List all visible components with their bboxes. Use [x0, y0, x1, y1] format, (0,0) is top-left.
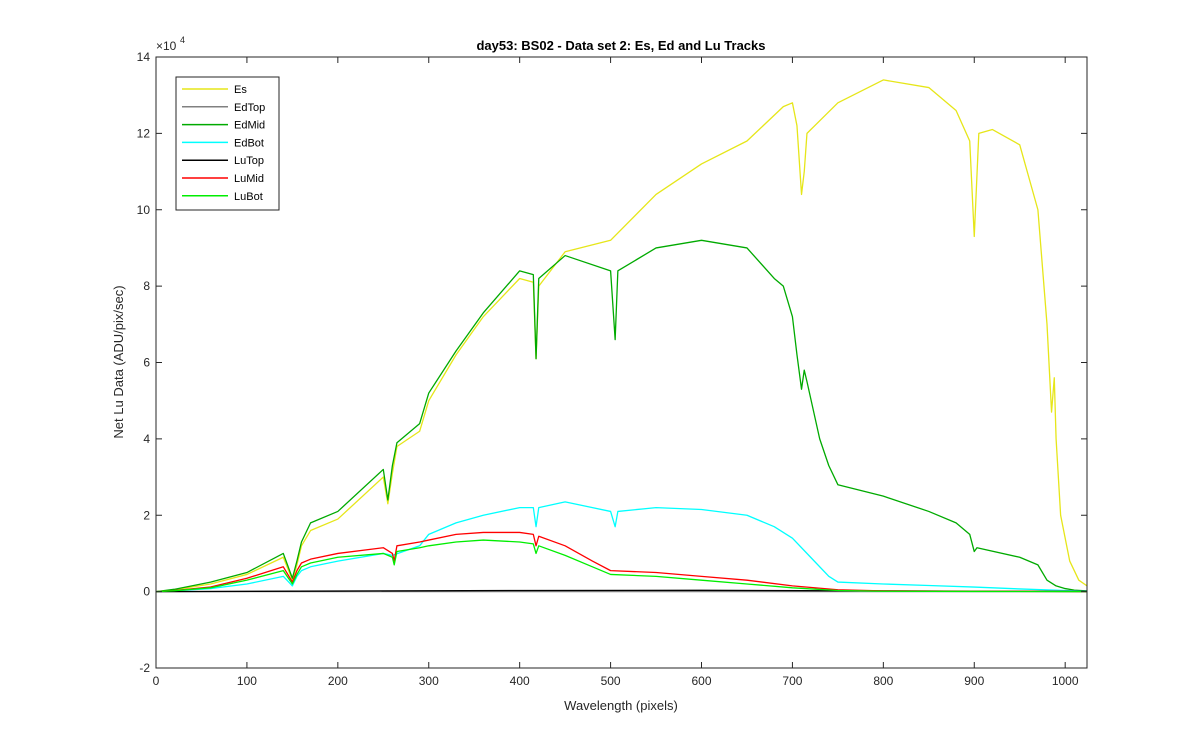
- legend-label-lutop: LuTop: [234, 155, 264, 167]
- x-tick-label: 500: [601, 674, 621, 688]
- y-tick-label: 8: [143, 279, 150, 293]
- x-axis-label: Wavelength (pixels): [564, 698, 678, 713]
- x-tick-label: 0: [153, 674, 160, 688]
- series-line-edbot: [155, 501, 1088, 593]
- x-tick-label: 600: [691, 674, 711, 688]
- x-tick-label: 1000: [1052, 674, 1079, 688]
- series-line-edmid: [155, 239, 1088, 593]
- x-tick-label: 300: [419, 674, 439, 688]
- y-tick-label: 0: [143, 585, 150, 599]
- ticks-layer: 0 100 200 300 400 500 600 700 800 900 1000-2024681…: [137, 50, 1087, 688]
- series-line-es: [155, 79, 1088, 593]
- y-exponent-base: ×10: [156, 39, 177, 53]
- legend-label-lubot: LuBot: [234, 191, 263, 203]
- y-tick-label: 2: [143, 508, 150, 522]
- chart-title: day53: BS02 - Data set 2: Es, Ed and Lu …: [476, 38, 765, 53]
- legend: Es EdTop EdMid EdBot LuTop LuMid LuBot: [175, 76, 280, 211]
- y-axis-label: Net Lu Data (ADU/pix/sec): [111, 285, 126, 438]
- x-tick-label: 900: [964, 674, 984, 688]
- y-tick-label: 6: [143, 356, 150, 370]
- legend-box: [175, 76, 280, 211]
- legend-label-es: Es: [234, 84, 247, 96]
- x-tick-label: 400: [510, 674, 530, 688]
- y-exponent-power: 4: [180, 35, 185, 45]
- y-tick-label: 12: [137, 126, 151, 140]
- legend-label-lumid: LuMid: [234, 173, 264, 185]
- y-tick-label: -2: [139, 661, 150, 675]
- x-tick-label: 100: [237, 674, 257, 688]
- y-exponent: ×10 4: [156, 35, 185, 53]
- x-tick-label: 700: [782, 674, 802, 688]
- series-line-lumid: [155, 531, 1088, 593]
- legend-label-edmid: EdMid: [234, 120, 265, 132]
- legend-label-edbot: EdBot: [234, 137, 264, 149]
- x-tick-label: 800: [873, 674, 893, 688]
- legend-label-edtop: EdTop: [234, 102, 265, 114]
- series-layer: [155, 79, 1088, 593]
- y-tick-label: 4: [143, 432, 150, 446]
- y-tick-label: 14: [137, 50, 151, 64]
- x-tick-label: 200: [328, 674, 348, 688]
- series-line-lubot: [155, 539, 1088, 593]
- y-tick-label: 10: [137, 203, 151, 217]
